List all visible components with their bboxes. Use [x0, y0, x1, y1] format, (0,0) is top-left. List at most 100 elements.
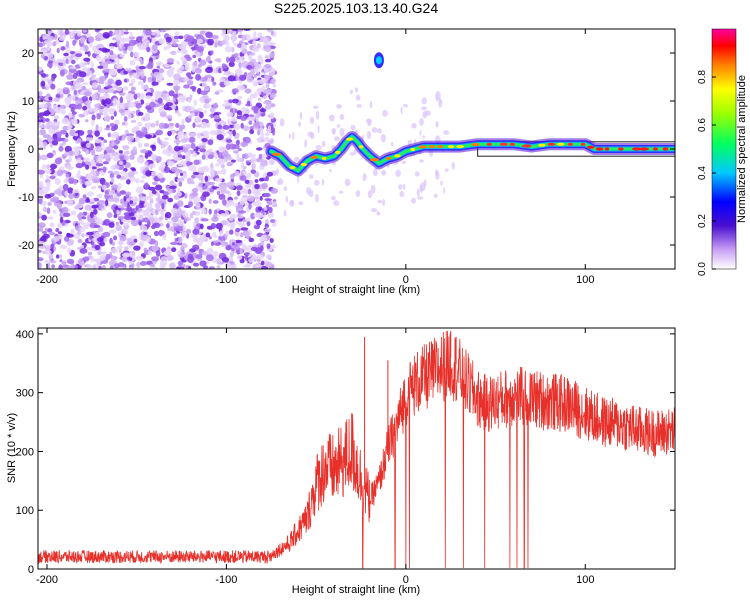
- faint-speck: [422, 135, 426, 139]
- noise-speck: [72, 146, 80, 151]
- noise-speck: [61, 261, 67, 266]
- noise-speck: [239, 175, 247, 181]
- noise-speck: [151, 256, 160, 262]
- noise-speck: [133, 245, 141, 251]
- y-tick-label: -10: [18, 192, 34, 204]
- noise-speck: [106, 88, 115, 93]
- noise-speck: [170, 208, 178, 214]
- noise-speck: [51, 196, 60, 202]
- noise-speck: [225, 143, 231, 151]
- noise-speck: [151, 189, 157, 195]
- noise-speck: [88, 216, 95, 224]
- noise-speck: [123, 31, 129, 35]
- noise-speck: [131, 168, 137, 172]
- colorbar-tick-label: 0.0: [697, 262, 708, 276]
- noise-speck: [46, 181, 51, 188]
- trace-hotspot: [587, 145, 595, 149]
- noise-speck: [155, 202, 161, 210]
- faint-speck: [336, 104, 342, 109]
- noise-speck: [135, 255, 144, 261]
- noise-speck: [233, 244, 240, 251]
- noise-speck: [241, 60, 249, 68]
- faint-speck: [306, 187, 311, 195]
- noise-speck: [225, 105, 232, 110]
- noise-speck: [192, 152, 198, 158]
- noise-speck: [257, 137, 262, 143]
- snr-xlabel: Height of straight line (km): [292, 584, 420, 596]
- noise-speck: [137, 214, 144, 221]
- noise-speck: [48, 62, 53, 69]
- noise-speck: [42, 141, 48, 148]
- noise-speck: [234, 170, 240, 177]
- noise-speck: [101, 57, 106, 63]
- noise-speck: [191, 233, 198, 239]
- noise-speck: [264, 64, 271, 69]
- noise-speck: [58, 254, 63, 259]
- noise-speck: [198, 145, 207, 149]
- trace-hotspot: [486, 142, 492, 146]
- noise-speck: [196, 132, 202, 139]
- trace-hotspot: [557, 142, 565, 146]
- faint-speck: [391, 141, 394, 147]
- noise-speck: [157, 68, 165, 74]
- noise-speck: [121, 39, 125, 46]
- noise-speck: [201, 130, 210, 136]
- noise-speck: [235, 227, 241, 233]
- trace-hotspot: [580, 142, 586, 146]
- faint-speck: [339, 127, 345, 137]
- noise-speck: [110, 178, 115, 183]
- noise-speck: [159, 111, 167, 118]
- noise-speck: [70, 210, 77, 216]
- noise-speck: [167, 144, 172, 152]
- faint-speck: [307, 131, 313, 137]
- noise-speck: [202, 95, 209, 99]
- noise-speck: [116, 58, 120, 65]
- noise-speck: [268, 206, 273, 213]
- noise-speck: [69, 51, 75, 55]
- noise-speck: [173, 139, 182, 144]
- faint-speck: [400, 106, 403, 115]
- noise-speck: [95, 155, 104, 162]
- noise-speck: [119, 96, 124, 104]
- noise-speck: [46, 152, 54, 159]
- noise-speck: [236, 185, 243, 191]
- noise-speck: [57, 231, 63, 235]
- noise-speck: [166, 44, 172, 50]
- noise-speck: [145, 29, 152, 36]
- faint-speck: [321, 178, 325, 186]
- noise-speck: [176, 60, 180, 65]
- noise-speck: [170, 50, 177, 56]
- noise-speck: [201, 165, 210, 173]
- noise-speck: [197, 46, 205, 53]
- noise-speck: [117, 240, 124, 246]
- noise-speck: [177, 43, 185, 50]
- noise-speck: [237, 84, 245, 91]
- noise-speck: [79, 248, 88, 254]
- y-tick-label: 200: [16, 446, 34, 458]
- noise-speck: [151, 224, 156, 230]
- noise-speck: [201, 251, 209, 256]
- noise-speck: [40, 154, 48, 161]
- noise-speck: [264, 58, 272, 63]
- noise-speck: [114, 29, 120, 35]
- noise-speck: [200, 90, 208, 96]
- noise-speck: [149, 217, 155, 222]
- noise-speck: [41, 164, 47, 170]
- noise-speck: [69, 33, 75, 38]
- faint-speck: [435, 93, 439, 102]
- noise-speck: [109, 123, 115, 127]
- noise-speck: [172, 93, 179, 99]
- noise-speck: [93, 208, 98, 215]
- noise-speck: [90, 211, 94, 219]
- noise-speck: [257, 73, 261, 77]
- noise-speck: [130, 78, 136, 84]
- noise-speck: [222, 199, 227, 206]
- noise-speck: [264, 45, 272, 53]
- noise-speck: [135, 186, 144, 194]
- noise-speck: [155, 120, 159, 127]
- noise-speck: [220, 168, 227, 175]
- noise-speck: [159, 189, 165, 194]
- noise-speck: [99, 126, 103, 133]
- noise-speck: [96, 113, 101, 120]
- noise-speck: [97, 200, 106, 205]
